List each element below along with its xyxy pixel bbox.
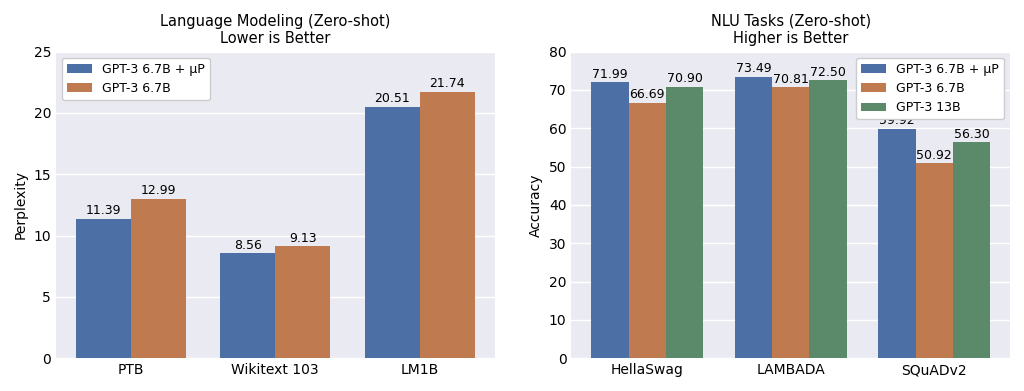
Text: 72.50: 72.50 [810, 66, 846, 79]
Bar [629, 102, 666, 358]
Legend: GPT-3 6.7B + μP, GPT-3 6.7B, GPT-3 13B: GPT-3 6.7B + μP, GPT-3 6.7B, GPT-3 13B [856, 58, 1004, 119]
Y-axis label: Perplexity: Perplexity [14, 170, 28, 239]
Text: 20.51: 20.51 [375, 92, 411, 105]
Text: 56.30: 56.30 [953, 128, 989, 141]
Text: 21.74: 21.74 [429, 77, 465, 90]
Text: 70.90: 70.90 [667, 72, 702, 85]
Bar [809, 81, 847, 358]
Bar [915, 163, 953, 358]
Title: Language Modeling (Zero-shot)
Lower is Better: Language Modeling (Zero-shot) Lower is B… [160, 14, 390, 46]
Bar [420, 91, 475, 358]
Text: 71.99: 71.99 [592, 68, 628, 81]
Text: 70.81: 70.81 [773, 72, 809, 86]
Bar [666, 86, 703, 358]
Text: 73.49: 73.49 [735, 62, 771, 75]
Text: 11.39: 11.39 [86, 204, 121, 217]
Bar [131, 199, 185, 358]
Text: 66.69: 66.69 [630, 88, 665, 101]
Bar [879, 129, 915, 358]
Text: 59.92: 59.92 [880, 114, 914, 127]
Bar [591, 83, 629, 358]
Bar [772, 87, 809, 358]
Text: 8.56: 8.56 [233, 239, 262, 252]
Text: 9.13: 9.13 [289, 232, 316, 245]
Text: 12.99: 12.99 [140, 185, 176, 197]
Y-axis label: Accuracy: Accuracy [529, 173, 544, 237]
Bar [220, 253, 275, 358]
Bar [76, 219, 131, 358]
Bar [953, 142, 990, 358]
Bar [275, 246, 330, 358]
Bar [365, 107, 420, 358]
Legend: GPT-3 6.7B + μP, GPT-3 6.7B: GPT-3 6.7B + μP, GPT-3 6.7B [62, 58, 210, 100]
Text: 50.92: 50.92 [916, 149, 952, 162]
Bar [735, 77, 772, 358]
Title: NLU Tasks (Zero-shot)
Higher is Better: NLU Tasks (Zero-shot) Higher is Better [711, 14, 870, 46]
